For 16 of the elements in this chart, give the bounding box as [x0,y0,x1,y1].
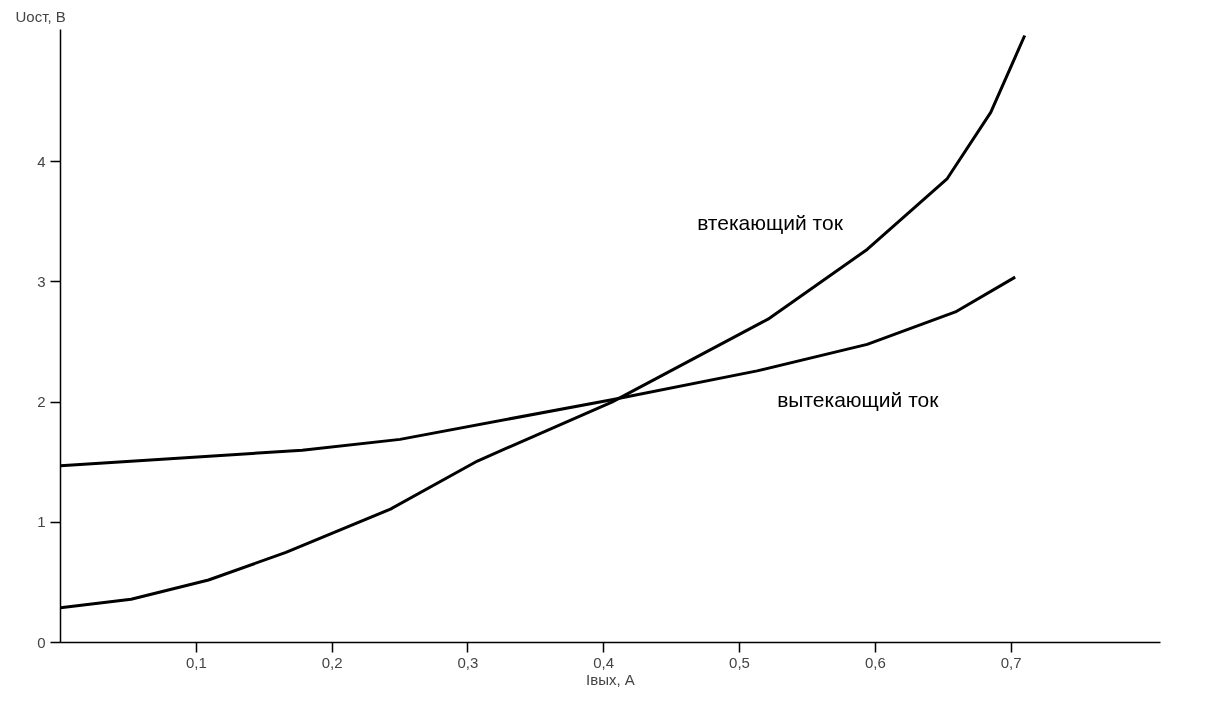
x-tick-label: 0,3 [457,653,479,671]
x-tick-label: 0,6 [864,653,886,671]
y-tick-label: 4 [37,152,46,170]
x-axis-title: Iвых, А [586,670,635,688]
series-label: вытекающий ток [777,387,940,411]
y-tick-label: 0 [37,633,46,651]
y-tick-label: 3 [37,272,46,290]
x-tick-label: 0,4 [593,653,615,671]
x-tick-label: 0,7 [1000,653,1022,671]
y-axis-title: Uост, В [15,7,66,25]
x-tick-label: 0,1 [185,653,207,671]
y-tick-label: 2 [37,393,46,411]
y-tick-label: 1 [37,513,46,531]
x-tick-label: 0,5 [729,653,750,671]
x-tick-label: 0,2 [321,653,343,671]
series-label: втекающий ток [697,211,844,235]
